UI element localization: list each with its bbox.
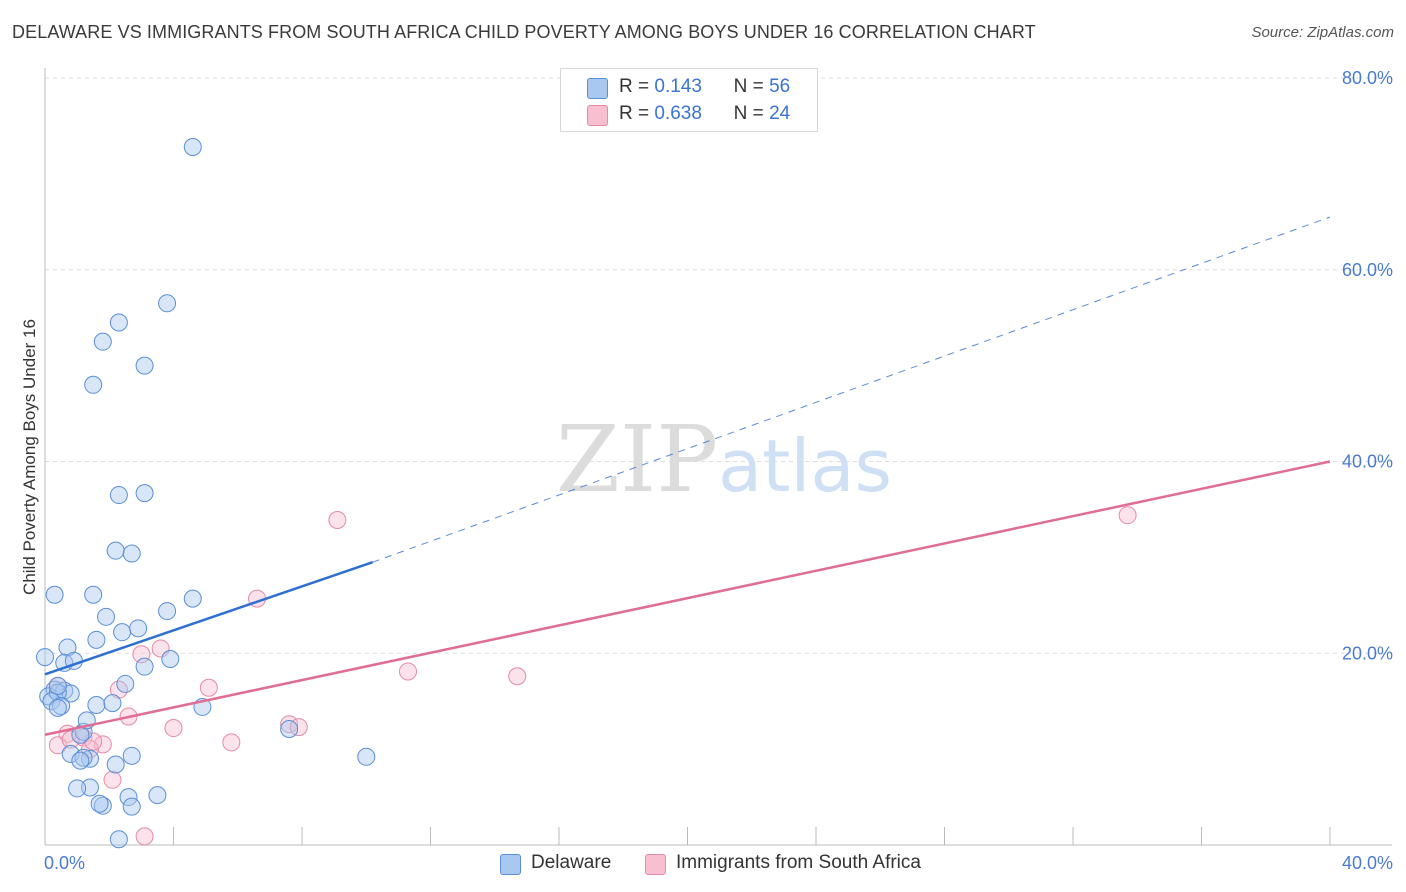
data-point-delaware [103, 694, 122, 713]
n-value: 56 [769, 76, 791, 97]
data-point-delaware [158, 602, 177, 621]
n-label: N = [733, 103, 764, 124]
data-point-south-africa [1118, 506, 1137, 525]
data-point-delaware [280, 719, 299, 738]
data-point-delaware [148, 786, 167, 805]
data-point-delaware [122, 544, 141, 563]
data-point-delaware [161, 650, 180, 669]
y-tick-label: 80.0% [1342, 68, 1393, 88]
data-point-south-africa [164, 719, 183, 738]
source-label: Source: ZipAtlas.com [1251, 24, 1394, 41]
y-axis-label: Child Poverty Among Boys Under 16 [20, 319, 39, 595]
data-point-delaware [74, 748, 93, 767]
data-point-delaware [183, 589, 202, 608]
data-point-delaware [129, 619, 148, 638]
tick-labels: 20.0% 40.0% 60.0% 80.0% 0.0% 40.0% [44, 68, 1393, 873]
data-point-delaware [80, 778, 99, 797]
trend-line-delaware-extension [372, 216, 1331, 563]
axes [44, 68, 1392, 846]
data-point-delaware [183, 138, 202, 157]
r-value: 0.143 [654, 76, 702, 97]
x-tick-label: 0.0% [44, 853, 85, 873]
data-point-delaware [119, 788, 138, 807]
data-point-delaware [97, 607, 116, 626]
series-delaware [36, 138, 376, 849]
grid [45, 77, 1392, 654]
data-point-south-africa [199, 678, 218, 697]
series-immigrants-south-africa [48, 506, 1137, 846]
south-africa-swatch [587, 105, 608, 126]
data-point-south-africa [135, 827, 154, 846]
y-tick-label: 60.0% [1342, 260, 1393, 280]
data-point-delaware [116, 674, 135, 693]
legend-label-delaware: Delaware [531, 852, 612, 873]
trend-lines [44, 216, 1331, 736]
data-point-delaware [93, 332, 112, 351]
data-point-delaware [158, 294, 177, 313]
trend-line-south-africa [44, 460, 1331, 736]
data-point-delaware [109, 486, 128, 505]
r-label: R = [619, 103, 650, 124]
data-point-delaware [122, 746, 141, 765]
data-point-delaware [68, 779, 87, 798]
r-value: 0.638 [654, 103, 702, 124]
watermark-atlas: atlas [718, 424, 892, 508]
data-point-delaware [87, 696, 106, 715]
data-point-delaware [52, 696, 71, 715]
data-point-delaware [122, 797, 141, 816]
data-point-delaware [109, 313, 128, 332]
correlation-legend: R = 0.143 N = 56 R = 0.638 N = 24 [560, 68, 818, 132]
chart-title: DELAWARE VS IMMIGRANTS FROM SOUTH AFRICA… [12, 22, 1036, 42]
data-point-delaware [93, 796, 112, 815]
data-point-delaware [45, 585, 64, 604]
data-point-delaware [357, 747, 376, 766]
south-africa-swatch [645, 854, 666, 875]
data-point-delaware [42, 692, 61, 711]
delaware-swatch [587, 78, 608, 99]
data-point-delaware [48, 698, 67, 717]
data-point-south-africa [399, 662, 418, 681]
watermark: ZIP atlas [556, 406, 892, 513]
data-point-delaware [90, 794, 109, 813]
data-point-delaware [135, 657, 154, 676]
data-point-delaware [87, 630, 106, 649]
data-point-south-africa [328, 510, 347, 529]
data-point-delaware [84, 375, 103, 394]
n-value: 24 [769, 103, 791, 124]
y-tick-label: 20.0% [1342, 643, 1393, 663]
x-tick-label: 40.0% [1342, 853, 1393, 873]
y-tick-label: 40.0% [1342, 452, 1393, 472]
data-point-delaware [71, 751, 90, 770]
data-point-south-africa [508, 667, 527, 686]
data-point-south-africa [222, 733, 241, 752]
data-point-delaware [36, 648, 54, 667]
data-point-delaware [113, 623, 132, 642]
data-point-delaware [109, 830, 128, 849]
data-point-delaware [106, 755, 125, 774]
data-point-south-africa [103, 770, 122, 789]
data-point-delaware [135, 356, 154, 375]
r-label: R = [619, 76, 650, 97]
delaware-swatch [500, 854, 521, 875]
data-point-delaware [135, 484, 154, 503]
data-point-delaware [48, 676, 67, 695]
data-point-delaware [84, 585, 103, 604]
data-point-delaware [106, 541, 125, 560]
trend-line-delaware [44, 560, 374, 676]
watermark-zip: ZIP [556, 406, 718, 513]
n-label: N = [733, 76, 764, 97]
legend-label-south-africa: Immigrants from South Africa [676, 852, 921, 873]
